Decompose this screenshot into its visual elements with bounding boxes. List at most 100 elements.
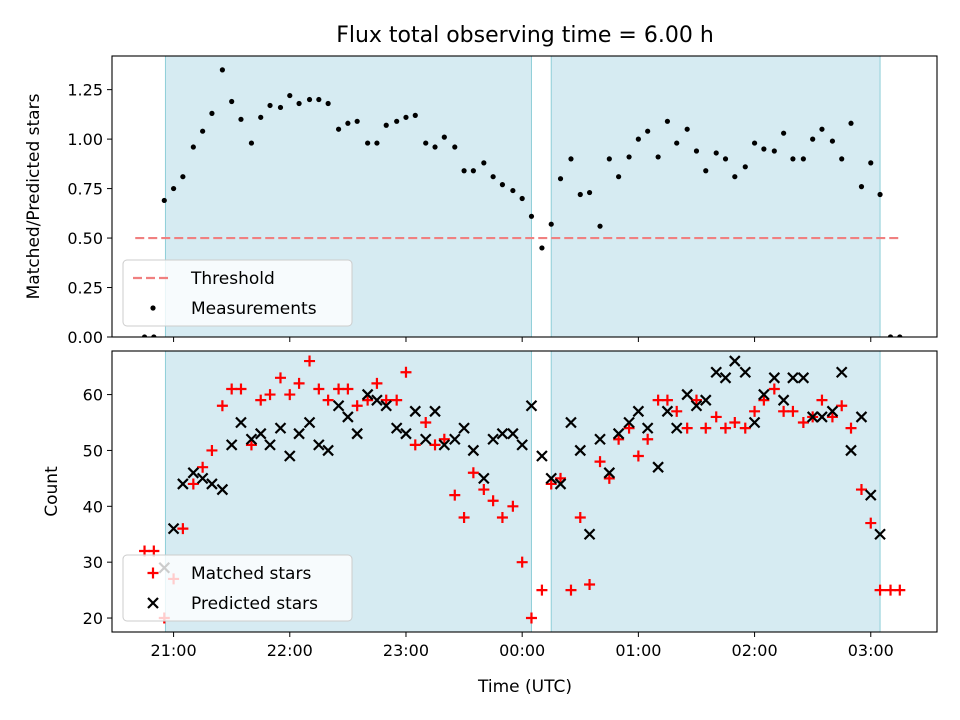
matched-star-marker — [797, 417, 809, 429]
predicted-star-marker — [758, 388, 770, 401]
measurement-point — [703, 168, 709, 174]
matched-star-marker — [661, 394, 673, 406]
matched-star-marker — [681, 422, 693, 434]
legend: Matched stars Predicted stars — [122, 554, 353, 622]
predicted-star-marker — [623, 416, 635, 429]
y-tick-label: 40 — [83, 497, 103, 516]
matched-star-marker — [516, 556, 528, 568]
y-tick-label: 50 — [83, 441, 103, 460]
measurement-point — [374, 140, 380, 146]
measurement-point — [238, 116, 244, 122]
measurement-point — [423, 140, 429, 146]
matched-star-marker — [729, 417, 741, 429]
predicted-star-marker — [254, 427, 267, 440]
measurement-point — [277, 104, 284, 111]
measurement-point — [335, 126, 342, 132]
predicted-star-marker — [583, 528, 596, 541]
matched-star-marker — [420, 417, 432, 429]
measurement-point — [790, 156, 796, 162]
matched-star-marker — [313, 383, 325, 395]
measurement-point — [365, 140, 371, 146]
predicted-star-marker — [739, 366, 752, 379]
predicted-star-marker — [670, 422, 683, 434]
predicted-star-marker — [855, 411, 868, 423]
measurement-point — [345, 120, 351, 126]
measurement-point — [887, 334, 894, 337]
predicted-star-marker — [487, 433, 499, 446]
matched-star-marker — [525, 612, 537, 624]
matched-star-marker — [391, 394, 403, 406]
measurement-point — [267, 102, 273, 109]
predicted-star-marker — [554, 478, 567, 490]
measurement-point — [354, 118, 360, 124]
measurement-point — [306, 96, 313, 103]
matched-star-marker — [700, 422, 712, 434]
predicted-star-marker — [806, 411, 819, 423]
predicted-star-marker — [536, 450, 548, 462]
predicted-star-marker — [167, 522, 180, 535]
matched-star-marker — [409, 439, 421, 451]
legend-matched-swatch — [147, 567, 159, 579]
plot-area — [139, 355, 906, 624]
predicted-star-marker — [332, 399, 345, 412]
measurement-point — [325, 100, 331, 107]
matched-star-marker — [565, 584, 577, 596]
matched-star-marker — [226, 383, 238, 395]
x-tick-label: 21:00 — [151, 641, 197, 660]
predicted-star-marker — [380, 399, 393, 412]
predicted-star-marker — [351, 427, 363, 440]
predicted-star-marker — [293, 427, 305, 440]
predicted-star-marker — [225, 439, 238, 451]
matched-star-marker — [778, 405, 790, 417]
predicted-star-marker — [342, 411, 354, 423]
matched-star-marker — [536, 584, 548, 596]
matched-star-marker — [380, 394, 392, 406]
predicted-star-marker — [797, 372, 810, 384]
measurement-point — [781, 130, 787, 136]
matched-star-marker — [245, 439, 257, 451]
matched-star-marker — [710, 411, 722, 423]
predicted-star-marker — [438, 439, 451, 451]
y-tick-label: 0.50 — [67, 229, 103, 248]
predicted-star-marker — [525, 399, 538, 412]
matched-star-marker — [855, 484, 867, 496]
measurement-point — [248, 140, 255, 146]
matched-star-marker — [449, 489, 461, 501]
measurement-point — [209, 110, 215, 116]
measurement-point — [161, 197, 167, 204]
measurement-point — [539, 245, 545, 251]
legend-box — [122, 259, 353, 327]
measurement-point — [848, 120, 854, 126]
matched-star-marker — [836, 400, 848, 412]
predicted-star-marker — [699, 394, 712, 406]
measurement-point — [461, 168, 467, 174]
y-tick-label: 1.00 — [67, 130, 103, 149]
predicted-star-marker — [264, 439, 276, 451]
measurement-point — [151, 334, 157, 337]
measurement-point — [452, 144, 458, 150]
measurement-point — [441, 134, 447, 140]
predicted-star-marker — [719, 372, 732, 384]
matched-star-marker — [826, 411, 838, 423]
measurement-point — [481, 160, 487, 166]
matched-star-marker — [496, 511, 508, 523]
legend-measurements-swatch — [150, 305, 156, 311]
x-tick-label: 03:00 — [848, 641, 894, 660]
matched-star-marker — [371, 377, 383, 389]
measurement-point — [626, 154, 632, 160]
matched-star-marker — [507, 500, 519, 512]
x-tick-label: 23:00 — [383, 641, 429, 660]
measurement-point — [839, 156, 845, 162]
measurement-point — [597, 223, 603, 229]
predicted-star-marker — [565, 416, 577, 429]
figure-title: Flux total observing time = 6.00 h — [336, 23, 714, 48]
top-panel: 0.00 0.25 0.50 0.75 1.00 1.25 Matched/Predicte… — [24, 55, 938, 347]
matched-star-marker — [603, 472, 615, 484]
matched-star-marker — [758, 394, 770, 406]
measurement-point — [412, 112, 418, 118]
matched-star-marker — [739, 422, 751, 434]
bottom-panel: 20 30 40 50 60 21:00 22:00 23:00 00:00 01:00 02:00… — [42, 350, 938, 660]
matched-star-marker — [478, 484, 490, 496]
predicted-star-marker — [641, 422, 654, 434]
measurement-point — [751, 140, 758, 146]
